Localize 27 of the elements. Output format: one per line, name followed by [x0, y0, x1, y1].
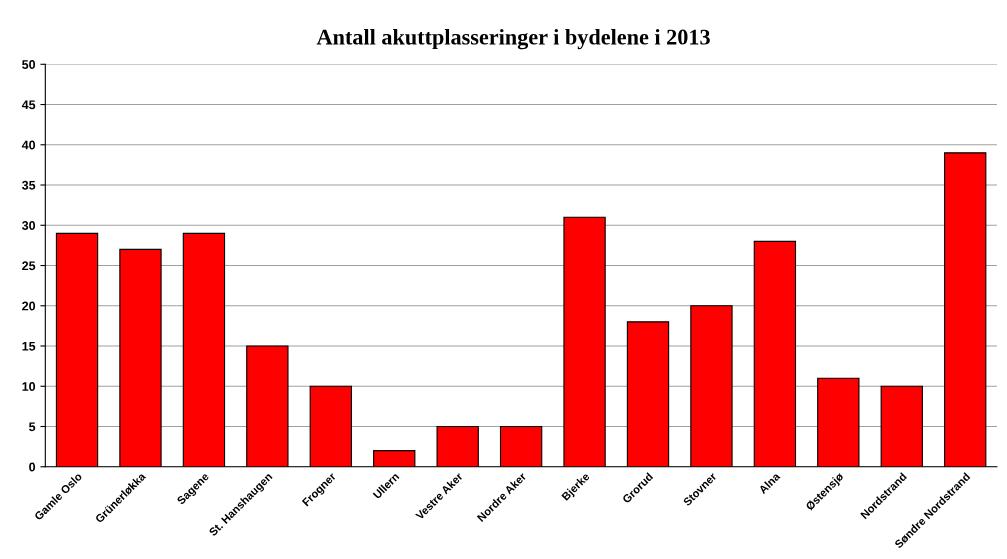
y-tick-label: 5	[29, 422, 36, 432]
y-tick-label: 45	[21, 100, 36, 110]
bar	[690, 305, 733, 467]
bar	[119, 248, 162, 467]
bar	[817, 377, 860, 467]
y-tick-label: 25	[22, 261, 36, 271]
bar	[373, 450, 416, 467]
y-tick-label: 50	[22, 60, 36, 69]
bar	[309, 385, 352, 467]
y-tick-label: 20	[22, 301, 36, 311]
bar	[499, 425, 543, 467]
bar	[944, 152, 987, 467]
bar	[182, 232, 226, 467]
bar	[880, 385, 923, 467]
y-tick-label: 35	[21, 180, 36, 190]
y-tick-label: 10	[22, 382, 36, 391]
bar	[436, 425, 479, 467]
bar	[55, 232, 99, 467]
bar	[753, 240, 797, 467]
y-tick-label: 40	[21, 140, 36, 150]
bar	[626, 321, 670, 467]
y-tick-label: 15	[22, 341, 36, 351]
chart-title: Antall akuttplasseringer i bydelene i 2013	[316, 28, 710, 50]
y-tick-label: 30	[21, 221, 36, 230]
y-tick-label: 0	[29, 462, 36, 472]
bar	[246, 345, 289, 467]
bar	[563, 216, 606, 467]
